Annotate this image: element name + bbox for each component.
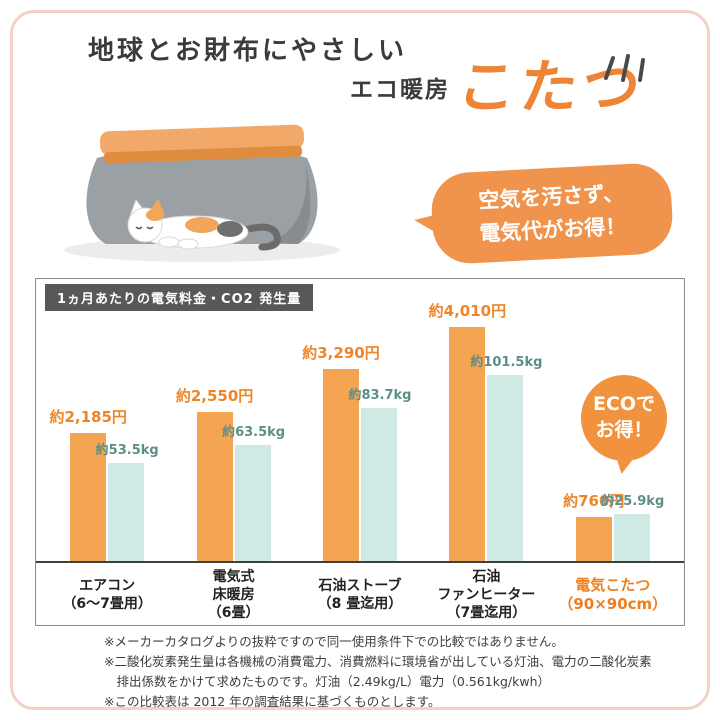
eco-badge-line2: お得！	[595, 419, 653, 441]
price-label: 約4,010円	[428, 302, 507, 320]
bar-group: 約4,010円約101.5kg	[427, 279, 545, 561]
cost-bar	[575, 517, 612, 561]
bar-group: 約2,550円約63.5kg	[175, 279, 293, 561]
eco-badge: ECOで お得！	[581, 375, 667, 461]
co2-bar	[108, 463, 145, 561]
co2-label: 約25.9kg	[601, 494, 665, 509]
cost-bar	[70, 433, 107, 561]
cost-bar	[196, 412, 233, 561]
kotatsu-illustration	[64, 124, 340, 262]
page-subtitle: エコ暖房 こたつ	[350, 53, 648, 121]
speech-bubble: 空気を汚さず、 電気代がお得！	[429, 161, 675, 266]
footnote: ※メーカーカタログよりの抜粋ですので同一使用条件下での比較ではありません。	[104, 634, 564, 649]
cost-bar	[322, 369, 359, 561]
price-label: 約2,550円	[175, 387, 254, 405]
category-label: 石油 ファンヒーター （7畳迄用）	[437, 568, 536, 622]
footnotes: ※メーカーカタログよりの抜粋ですので同一使用条件下での比較ではありません。 ※二酸…	[104, 632, 652, 712]
price-label: 約3,290円	[302, 344, 380, 362]
footnote: ※二酸化炭素発生量は各機械の消費電力、消費燃料に環境省が出している灯油、電力の二…	[104, 654, 652, 689]
bar-group: 約3,290円約83.7kg	[301, 279, 419, 561]
co2-label: 約63.5kg	[222, 425, 286, 440]
eco-badge-pointer-icon	[612, 455, 634, 476]
co2-label: 約53.5kg	[95, 443, 159, 458]
page-title: 地球とお財布にやさしい	[88, 36, 408, 66]
bar-group: 約2,185円約53.5kg	[48, 279, 166, 561]
footnote: ※この比較表は 2012 年の調査結果に基づくものとします。	[104, 694, 441, 709]
chart-plot-area: 約2,185円 約53.5kg 約2,550円 約63.5kg 約3,290円 約83.7…	[36, 279, 684, 563]
co2-label: 約83.7kg	[348, 388, 412, 403]
price-label: 約760円	[563, 492, 625, 510]
category-label: エアコン （6～7畳用）	[62, 577, 152, 612]
eco-badge-line1: ECOで	[592, 393, 656, 416]
category-label: 電気式 床暖房 （6畳）	[207, 568, 260, 622]
co2-bar	[234, 445, 271, 561]
cat	[127, 198, 281, 251]
chart-title-badge: 1ヵ月あたりの電気料金・CO2 発生量	[45, 284, 314, 311]
co2-bar	[487, 375, 524, 561]
category-label: 石油ストーブ （8 畳迄用）	[317, 577, 403, 612]
category-label: 電気こたつ （90×90cm）	[558, 575, 668, 614]
cost-bar	[449, 327, 486, 561]
kotatsu-table-top	[99, 124, 305, 164]
co2-bar	[613, 514, 650, 561]
co2-bar	[360, 408, 397, 561]
bar-group: 約760円 約25.9kg	[554, 279, 672, 561]
price-label: 約2,185円	[49, 408, 127, 426]
emphasis-marks-icon	[604, 54, 645, 82]
co2-label: 約101.5kg	[470, 355, 543, 370]
chart-category-row: エアコン （6～7畳用） 電気式 床暖房 （6畳） 石油ストーブ （8 畳迄用） 石油…	[36, 565, 684, 625]
subtitle-prefix: エコ暖房	[350, 77, 450, 103]
comparison-chart: 1ヵ月あたりの電気料金・CO2 発生量 約2,185円 約53.5kg 約2,550…	[35, 278, 685, 626]
